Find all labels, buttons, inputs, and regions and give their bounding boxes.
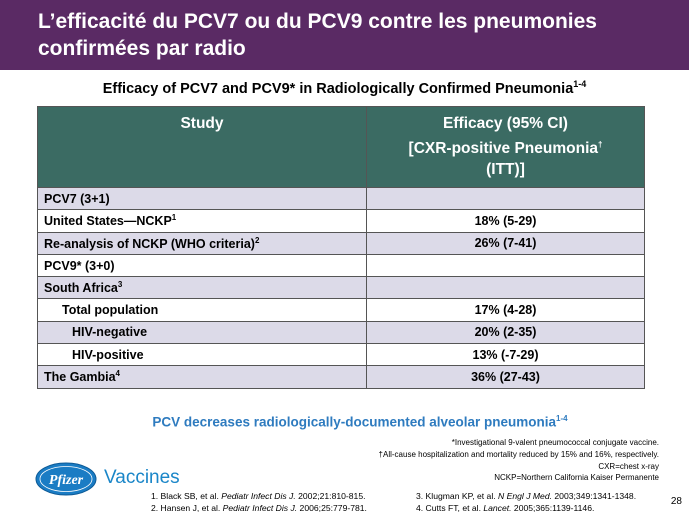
row-value: 18% (5-29): [366, 209, 645, 233]
table-row: Re-analysis of NCKP (WHO criteria)2 26% …: [37, 231, 645, 255]
table-header-row: Study Efficacy (95% CI) [CXR-positive Pn…: [37, 106, 645, 188]
pfizer-logo: Pfizer: [35, 462, 97, 496]
row-value: 36% (27-43): [366, 365, 645, 389]
row-study: PCV9* (3+0): [37, 253, 367, 278]
brand-name: Vaccines: [104, 467, 180, 488]
header-study: Study: [37, 106, 367, 188]
row-study: HIV-positive: [37, 343, 367, 367]
reference-item: 1. Black SB, et al. Pediatr Infect Dis J…: [151, 491, 366, 501]
reference-item: 2. Hansen J, et al. Pediatr Infect Dis J…: [151, 502, 367, 513]
study-ref: 3: [117, 280, 123, 290]
study-label: HIV-negative: [72, 325, 148, 340]
table-caption-ref: 1-4: [573, 79, 587, 89]
study-label: Re-analysis of NCKP (WHO criteria): [44, 236, 255, 251]
study-label: United States—NCKP: [44, 214, 172, 229]
slide-title: L’efficacité du PCV7 ou du PCV9 contre l…: [38, 10, 597, 60]
title-bar: L’efficacité du PCV7 ou du PCV9 contre l…: [0, 0, 689, 70]
row-study: The Gambia4: [37, 365, 367, 389]
study-label: HIV-positive: [72, 347, 144, 362]
row-value: 26% (7-41): [366, 231, 645, 255]
conclusion-statement: PCV decreases radiologically-documented …: [0, 414, 689, 430]
header-efficacy-line3: (ITT)]: [486, 161, 525, 179]
row-value: [366, 276, 645, 300]
footnote: †All-cause hospitalization and mortality…: [378, 449, 659, 459]
row-study: HIV-negative: [37, 320, 367, 345]
row-study: South Africa3: [37, 276, 367, 300]
header-efficacy: Efficacy (95% CI) [CXR-positive Pneumoni…: [366, 106, 645, 188]
row-value: [366, 186, 645, 211]
efficacy-table: Study Efficacy (95% CI) [CXR-positive Pn…: [37, 106, 645, 389]
references-left: 1. Black SB, et al. Pediatr Infect Dis J…: [151, 491, 367, 514]
header-efficacy-line1: Efficacy (95% CI): [443, 115, 568, 132]
study-label: PCV9* (3+0): [44, 258, 115, 273]
table-row: HIV-negative 20% (2-35): [37, 320, 645, 345]
study-ref: 1: [171, 213, 177, 223]
study-label: Total population: [62, 303, 159, 318]
footnote: *Investigational 9-valent pneumococcal c…: [451, 438, 659, 447]
conclusion-text: PCV decreases radiologically-documented …: [152, 414, 557, 430]
footnotes: *Investigational 9-valent pneumococcal c…: [379, 437, 659, 484]
table-row: Total population 17% (4-28): [37, 298, 645, 322]
row-value: [366, 253, 645, 278]
table-caption-text: Efficacy of PCV7 and PCV9* in Radiologic…: [102, 80, 574, 97]
row-study: PCV7 (3+1): [37, 186, 367, 211]
logo-text: Pfizer: [49, 473, 84, 488]
row-study: United States—NCKP1: [37, 209, 367, 233]
conclusion-ref: 1-4: [556, 414, 568, 423]
reference-item: 4. Cutts FT, et al. Lancet. 2005;365:113…: [416, 502, 595, 513]
row-study: Total population: [37, 298, 367, 322]
study-label: The Gambia: [44, 370, 116, 385]
row-value: 13% (-7-29): [366, 343, 645, 367]
reference-item: 3. Klugman KP, et al. N Engl J Med. 2003…: [416, 491, 637, 501]
header-efficacy-line2: [CXR-positive Pneumonia: [408, 140, 598, 158]
footnote: NCKP=Northern California Kaiser Permanen…: [494, 473, 659, 483]
table-row: United States—NCKP1 18% (5-29): [37, 209, 645, 233]
page-number: 28: [670, 496, 682, 507]
study-label: PCV7 (3+1): [44, 191, 110, 206]
row-study: Re-analysis of NCKP (WHO criteria)2: [37, 231, 367, 255]
table-row: The Gambia4 36% (27-43): [37, 365, 645, 389]
study-ref: 4: [115, 369, 120, 379]
row-value: 17% (4-28): [366, 298, 645, 322]
table-row: South Africa3: [37, 276, 645, 300]
row-value: 20% (2-35): [366, 320, 645, 345]
study-ref: 2: [254, 235, 260, 245]
table-row: PCV9* (3+0): [37, 253, 645, 278]
study-label: South Africa: [44, 281, 118, 296]
table-row: PCV7 (3+1): [37, 186, 645, 211]
footnote: CXR=chest x-ray: [598, 461, 659, 471]
header-dagger: †: [598, 140, 603, 149]
table-caption: Efficacy of PCV7 and PCV9* in Radiologic…: [0, 79, 689, 97]
table-row: HIV-positive 13% (-7-29): [37, 343, 645, 367]
references-right: 3. Klugman KP, et al. N Engl J Med. 2003…: [416, 491, 636, 514]
